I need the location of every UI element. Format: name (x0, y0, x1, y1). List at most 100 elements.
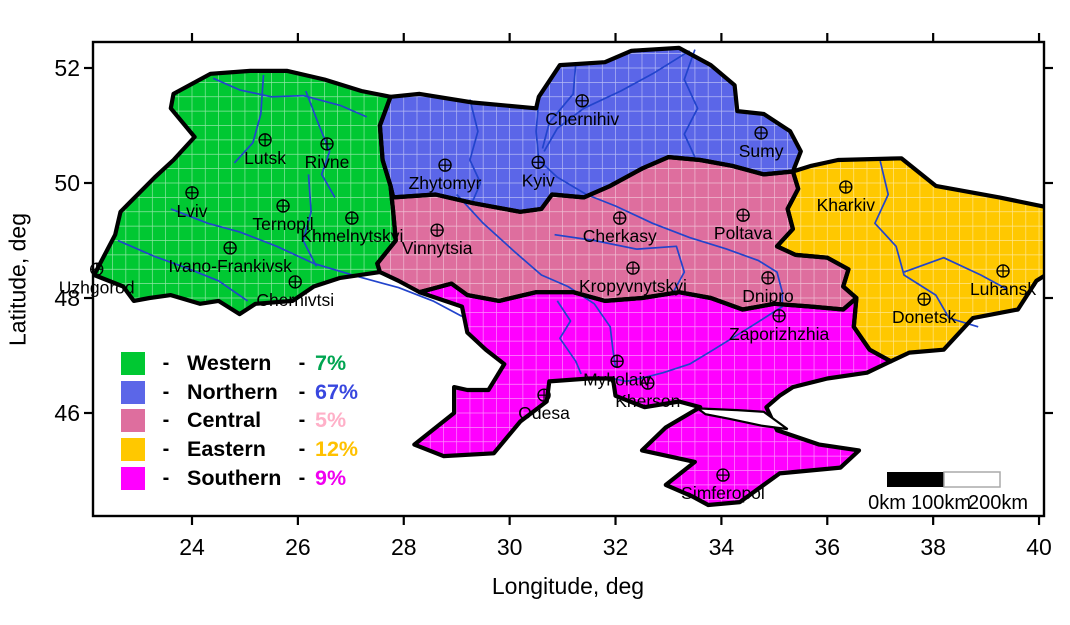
oblast-borders-layer (117, 49, 1008, 383)
legend-dash: - (298, 467, 306, 490)
city-label: Dnipro (742, 286, 794, 306)
country-borders-layer (93, 45, 1044, 508)
city-odesa: Odesa (518, 388, 570, 423)
region-fills-layer (94, 47, 1044, 505)
x-tick-label-24: 24 (179, 534, 205, 560)
region-eastern-border (774, 156, 1044, 364)
legend-swatch-southern (121, 467, 145, 491)
city-chernivtsi: Chernivtsi (256, 275, 334, 310)
city-lutsk: Lutsk (244, 133, 286, 168)
city-lviv: Lviv (176, 186, 208, 221)
region-western-border (93, 68, 398, 317)
legend-swatch-northern (121, 380, 145, 404)
city-ivano-frankivsk: Ivano-Frankivsk (168, 241, 292, 276)
region-southern-border (412, 281, 893, 508)
scale-bar-filled-segment (887, 472, 944, 487)
city-label: Chernihiv (545, 109, 619, 129)
x-tick-label-36: 36 (814, 534, 840, 560)
city-label: Kyiv (522, 170, 555, 190)
region-central-area (377, 157, 857, 310)
x-tick-label-34: 34 (709, 534, 735, 560)
oblast-border-line (170, 208, 463, 318)
legend-swatch-western (121, 351, 145, 375)
scale-bar-label-1: 100km (911, 492, 971, 514)
city-label: Luhansk (970, 279, 1036, 299)
legend-percent-western: 7% (315, 350, 347, 375)
city-label: Poltava (714, 223, 773, 243)
city-mykolaiv: Mykolaiv (583, 354, 651, 389)
legend-percent-southern: 9% (315, 466, 347, 491)
city-label: Kherson (615, 391, 680, 411)
oblast-border-line (456, 193, 617, 368)
city-label: Kharkiv (817, 195, 876, 215)
y-tick-label-46: 46 (54, 400, 80, 426)
legend-dash: - (162, 438, 170, 461)
scale-bar-empty-segment (943, 471, 1001, 488)
city-chernihiv: Chernihiv (545, 94, 619, 129)
legend-swatch-eastern (121, 438, 145, 462)
city-label: Mykolaiv (583, 369, 651, 389)
scale-bar-label-2: 200km (968, 492, 1028, 514)
legend-dash: - (298, 438, 306, 461)
legend-dash: - (298, 351, 306, 374)
region-northern-area (379, 47, 801, 212)
y-tick-label-48: 48 (54, 285, 80, 311)
legend-dash: - (298, 409, 306, 432)
city-label: Donetsk (892, 307, 956, 327)
city-label: Cherkasy (583, 226, 657, 246)
legend-dash: - (162, 380, 170, 403)
city-label: Sumy (739, 141, 784, 161)
legend-label-eastern: Eastern (187, 437, 266, 462)
oblast-border-line (535, 99, 784, 383)
x-tick-label-30: 30 (497, 534, 523, 560)
oblast-border-line (117, 239, 249, 302)
x-axis-title: Longitude, deg (491, 573, 645, 599)
city-donetsk: Donetsk (892, 292, 957, 327)
oblast-border-line (541, 63, 577, 149)
legend-percent-northern: 67% (315, 379, 359, 404)
legend-row-northern: - Northern -67% (121, 378, 358, 407)
x-tick-label-28: 28 (391, 534, 417, 560)
city-label: Zhytomyr (409, 173, 482, 193)
city-label: Kropyvnytskyi (579, 276, 687, 296)
city-khmelnytskyi: Khmelnytskyi (300, 211, 403, 246)
city-rivne: Rivne (305, 137, 350, 172)
city-label: Rivne (305, 152, 350, 172)
legend-row-eastern: - Eastern -12% (121, 435, 358, 464)
y-tick-label-52: 52 (54, 55, 80, 81)
city-zaporizhzhia: Zaporizhzhia (729, 309, 829, 344)
legend-row-central: - Central -5% (121, 407, 358, 436)
city-label: Uzhgorod (59, 277, 135, 297)
city-sumy: Sumy (739, 126, 784, 161)
city-kherson: Kherson (615, 376, 680, 411)
y-axis-title: Latitude, deg (4, 213, 31, 347)
legend-label-northern: Northern (187, 379, 278, 404)
city-label: Zaporizhzhia (729, 324, 829, 344)
city-vinnytsia: Vinnytsia (402, 223, 473, 258)
x-tick-label-26: 26 (285, 534, 311, 560)
legend-percent-eastern: 12% (315, 437, 359, 462)
oblast-border-line (556, 300, 582, 375)
city-label: Khmelnytskyi (300, 226, 403, 246)
legend-swatch-central (121, 409, 145, 433)
oblast-border-line (554, 233, 686, 292)
city-simferopol: Simferopol (681, 468, 765, 503)
legend-percent-central: 5% (315, 408, 347, 433)
ticks-layer (84, 33, 1053, 525)
city-label: Ivano-Frankivsk (168, 256, 292, 276)
legend-dash: - (298, 380, 306, 403)
legend-row-southern: - Southern -9% (121, 464, 358, 493)
legend: - Western -7% - Northern -67% - Central -5% - East… (121, 349, 358, 493)
city-kyiv: Kyiv (522, 155, 555, 190)
city-cherkasy: Cherkasy (583, 211, 657, 246)
city-label: Simferopol (681, 483, 765, 503)
city-kropyvnytskyi: Kropyvnytskyi (579, 261, 687, 296)
legend-label-southern: Southern (187, 466, 282, 491)
legend-label-central: Central (187, 408, 262, 433)
city-label: Chernivtsi (256, 290, 334, 310)
legend-dash: - (162, 467, 170, 490)
city-ternopil: Ternopil (252, 199, 314, 234)
y-tick-label-50: 50 (54, 170, 80, 196)
